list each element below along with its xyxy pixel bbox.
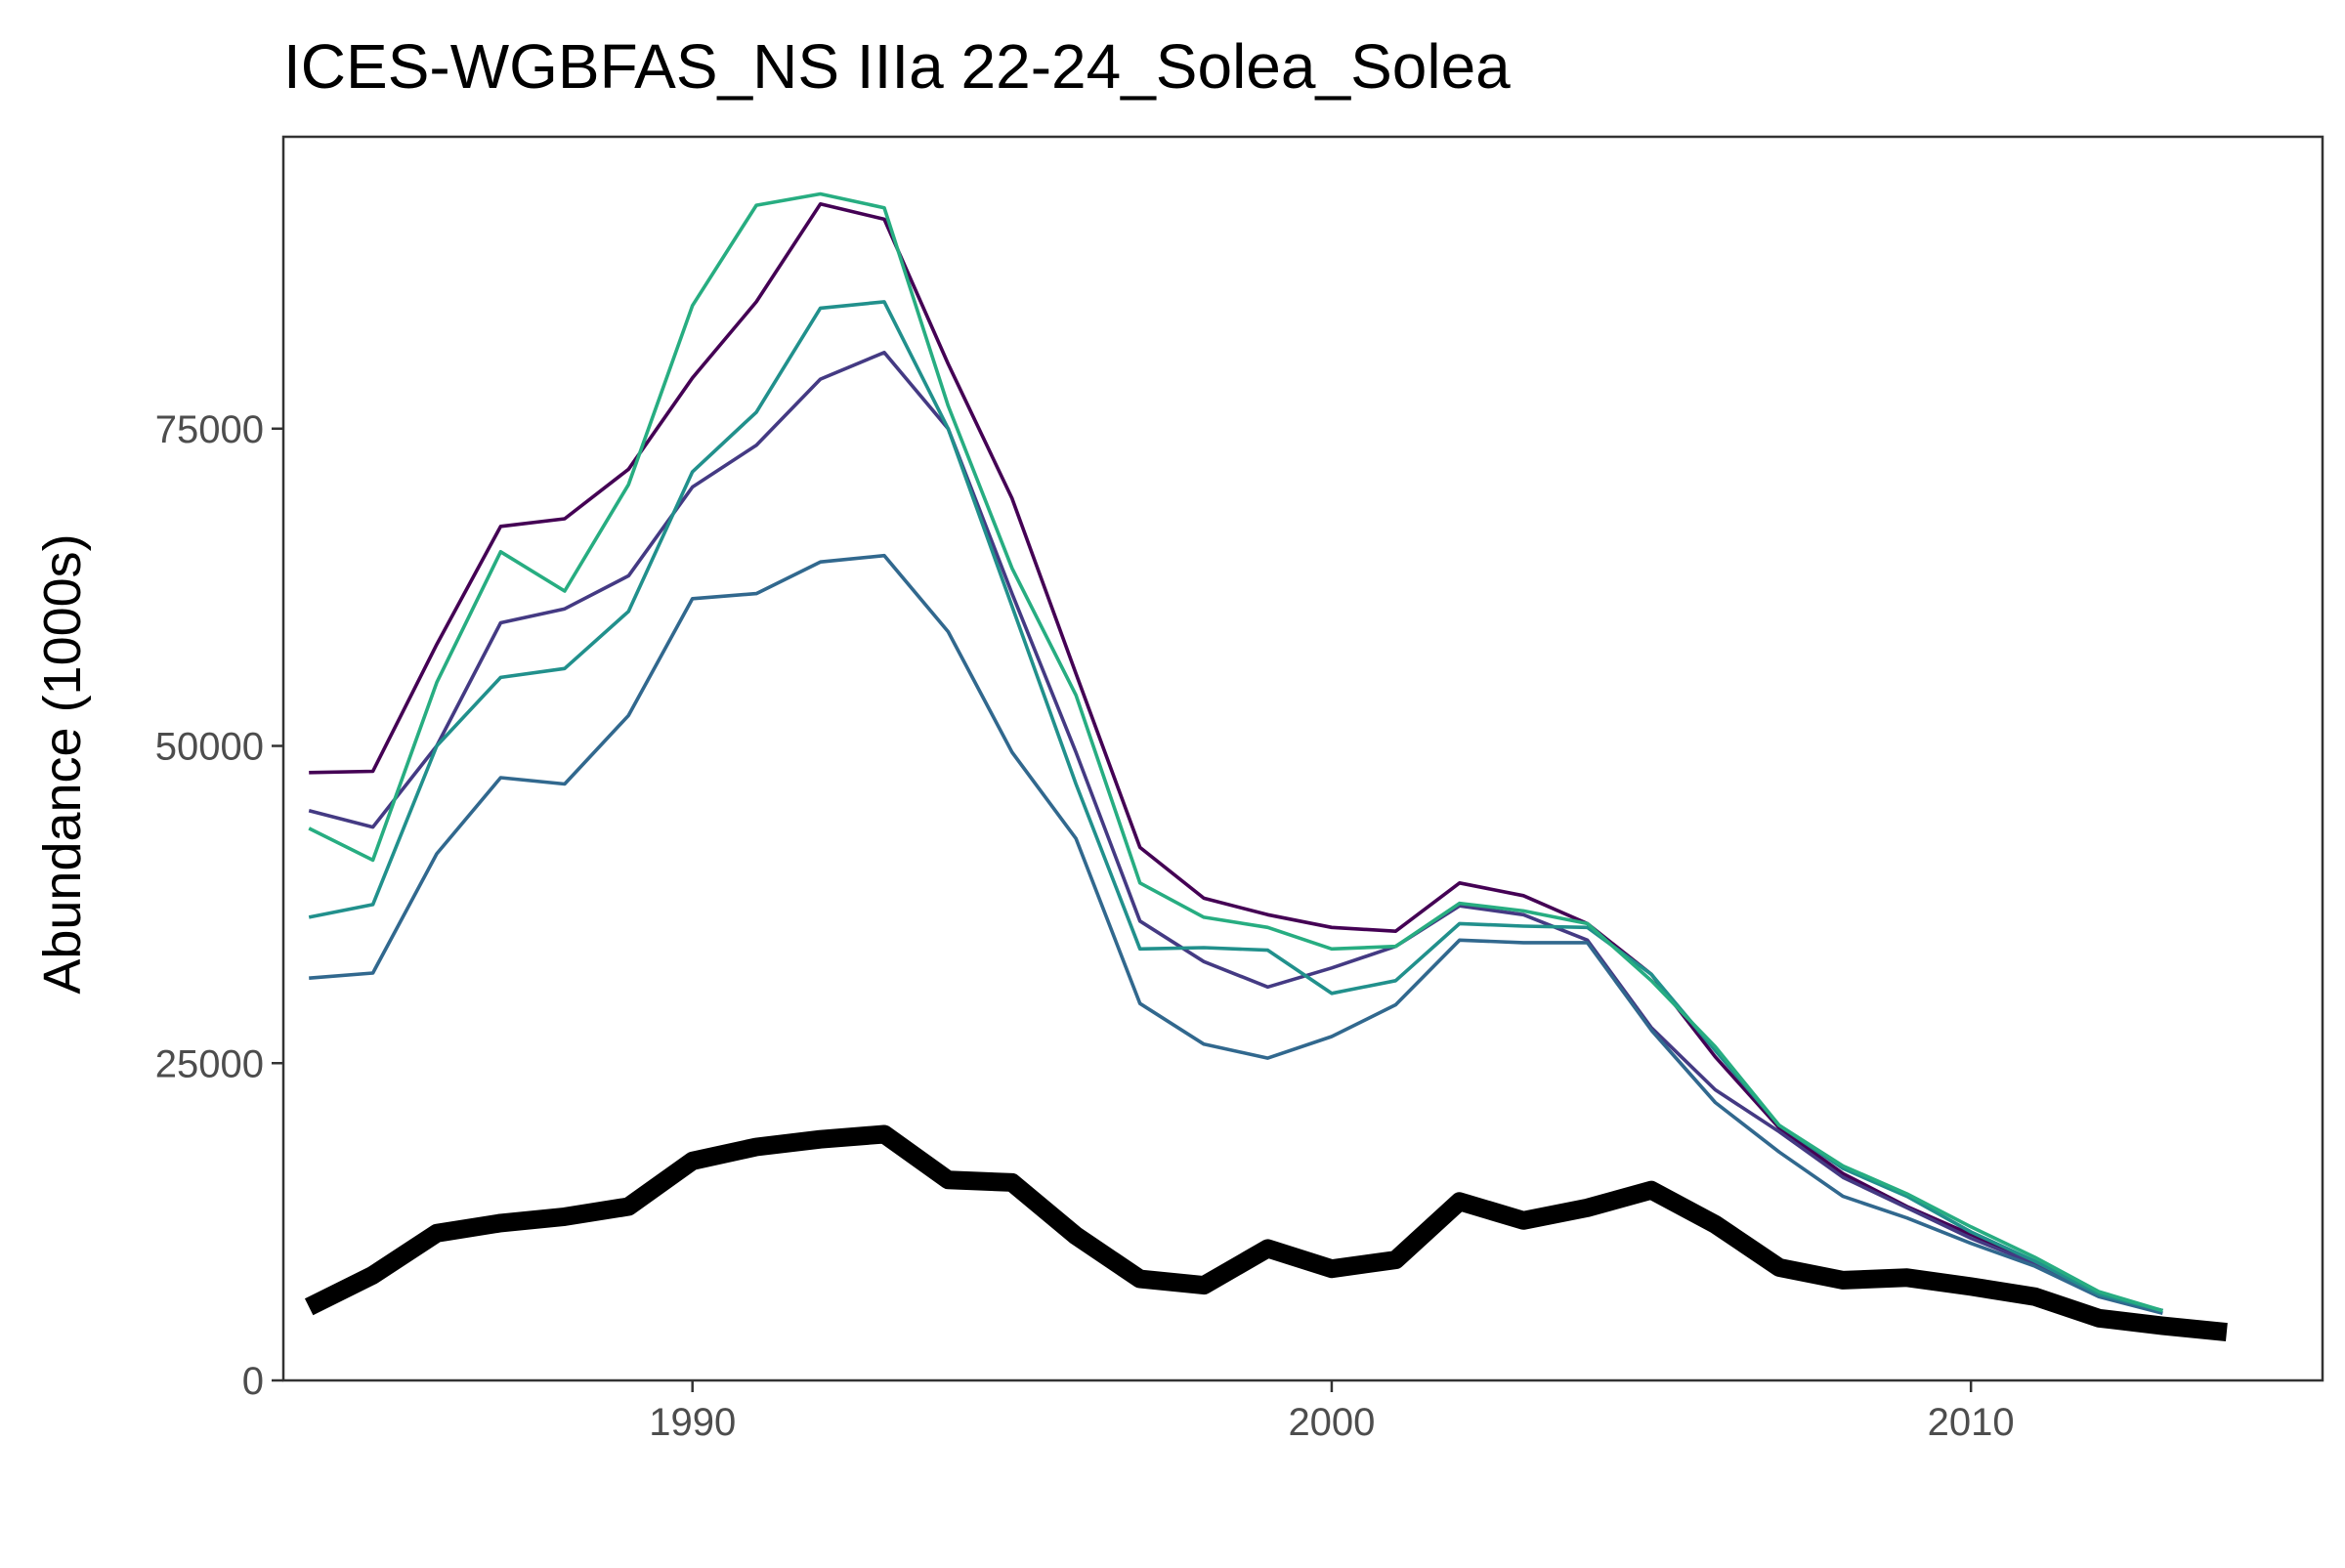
y-tick-label: 0 (242, 1360, 264, 1403)
x-tick-label: 2010 (1928, 1401, 2015, 1444)
series-line-5 (308, 300, 2163, 1313)
y-tick-label: 25000 (155, 1042, 264, 1085)
x-tick-label: 1990 (649, 1401, 736, 1444)
y-axis-label: Abundance (1000s) (33, 533, 92, 994)
plot-area: 0 25000 50000 75000 1990 2000 2010 (155, 135, 2324, 1444)
series-line-2 (309, 202, 2163, 1313)
y-tick-label: 50000 (155, 726, 264, 769)
x-tick-label: 2000 (1288, 1401, 1375, 1444)
series-line-6 (308, 191, 2163, 1313)
series-line-1 (304, 1124, 2228, 1342)
y-tick-label: 75000 (155, 408, 264, 451)
plot-panel-border (281, 135, 2324, 1382)
series-line-4 (309, 553, 2163, 1315)
series-line-3 (308, 350, 2163, 1313)
chart-title: ICES-WGBFAS_NS IIIa 22-24_Solea_Solea (283, 31, 1511, 102)
